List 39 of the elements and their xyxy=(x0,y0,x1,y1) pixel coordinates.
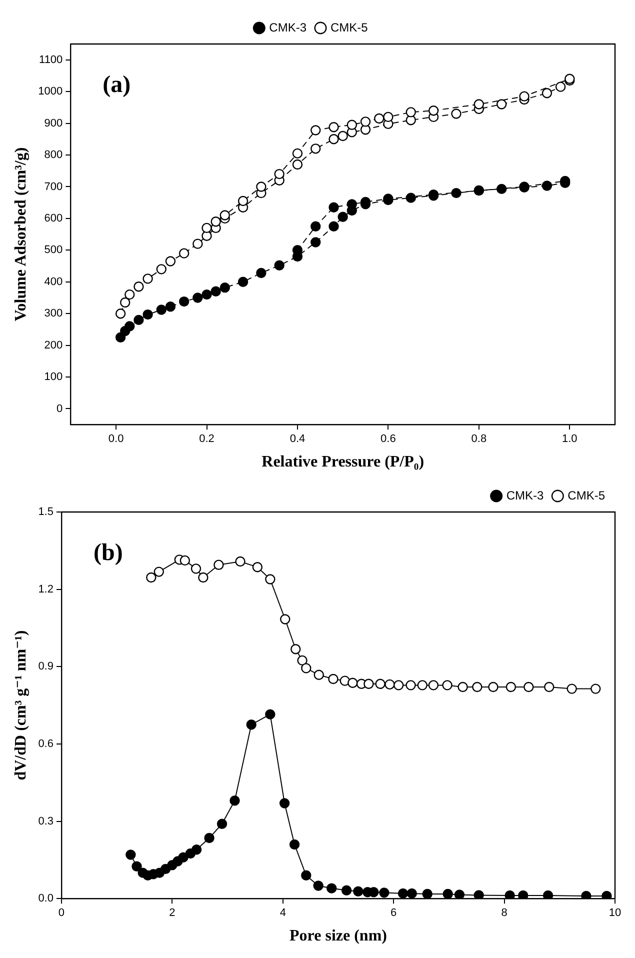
y-tick-label: 1.5 xyxy=(38,506,54,518)
y-tick-label: 1100 xyxy=(39,54,63,66)
y-tick-label: 500 xyxy=(44,244,63,256)
y-tick-label: 0 xyxy=(56,402,63,415)
x-tick-label: 10 xyxy=(608,907,622,920)
x-tick-label: 0.4 xyxy=(290,433,306,446)
x-tick-label: 6 xyxy=(390,907,397,920)
y-tick-label: 700 xyxy=(44,180,63,193)
y-tick-label: 0.3 xyxy=(38,815,54,828)
x-tick-label: 2 xyxy=(169,907,176,920)
y-tick-label: 0.6 xyxy=(38,738,54,750)
y-tick-label: 0.9 xyxy=(38,660,54,673)
annotation: (b) xyxy=(93,540,123,566)
legend-label: CMK-5 xyxy=(568,488,606,502)
y-axis-title: dV/dD (cm³ g⁻¹ nm⁻¹) xyxy=(12,630,30,780)
x-tick-label: 8 xyxy=(501,907,508,920)
x-tick-label: 0.8 xyxy=(471,433,487,446)
annotation: (a) xyxy=(102,72,131,98)
y-tick-label: 400 xyxy=(44,276,63,288)
legend-label: CMK-5 xyxy=(330,20,368,34)
y-tick-label: 800 xyxy=(44,149,63,162)
x-axis-title: Relative Pressure (P/P₀) xyxy=(262,454,424,471)
x-tick-label: 0.6 xyxy=(380,433,396,446)
y-tick-label: 300 xyxy=(44,308,63,320)
y-axis-title: Volume Adsorbed (cm³/g) xyxy=(12,147,30,322)
legend-label: CMK-3 xyxy=(506,488,544,502)
y-tick-label: 1.2 xyxy=(38,583,54,596)
y-tick-label: 100 xyxy=(44,371,63,384)
y-tick-label: 200 xyxy=(44,339,63,352)
y-tick-label: 1000 xyxy=(38,86,63,98)
y-tick-label: 900 xyxy=(44,117,63,130)
y-tick-label: 0.0 xyxy=(38,892,54,905)
legend-label: CMK-3 xyxy=(269,20,307,34)
x-axis-title: Pore size (nm) xyxy=(290,928,387,945)
x-tick-label: 4 xyxy=(280,907,286,920)
x-tick-label: 0.0 xyxy=(108,433,124,446)
x-tick-label: 0.2 xyxy=(199,433,214,446)
x-tick-label: 1.0 xyxy=(562,433,578,446)
y-tick-label: 600 xyxy=(44,212,63,224)
